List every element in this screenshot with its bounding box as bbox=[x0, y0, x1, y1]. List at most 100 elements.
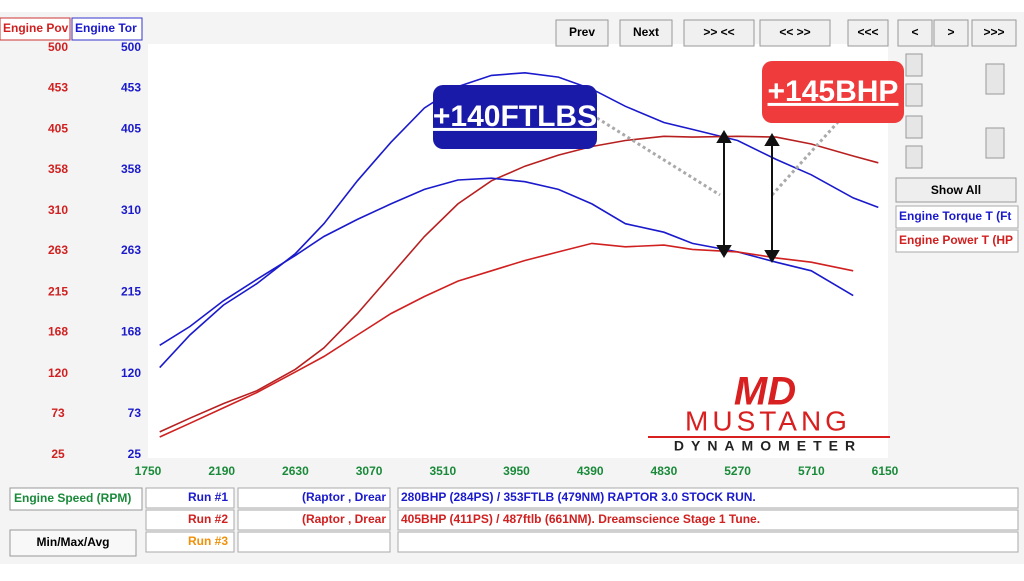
run-cell bbox=[237, 531, 391, 553]
button[interactable] bbox=[759, 19, 831, 47]
button-label[interactable]: < bbox=[911, 25, 918, 39]
x-tick-label: 3950 bbox=[503, 464, 530, 478]
y-tick-label: 500 bbox=[48, 40, 68, 54]
callout-line bbox=[770, 120, 840, 197]
data-line bbox=[159, 135, 879, 433]
run-cell bbox=[397, 531, 1019, 553]
legend-box bbox=[895, 229, 1019, 253]
power-tab[interactable]: Engine Pov bbox=[3, 21, 69, 35]
button-label[interactable]: >> << bbox=[703, 25, 734, 39]
button-label[interactable]: Next bbox=[633, 25, 659, 39]
x-tick-label: 4390 bbox=[577, 464, 604, 478]
button-label[interactable]: Prev bbox=[569, 25, 595, 39]
y-tick-label: 453 bbox=[48, 80, 68, 94]
legend-entry: Engine Torque T (Ft bbox=[899, 209, 1011, 223]
x-tick-label: 3510 bbox=[429, 464, 456, 478]
y2-tick-label: 310 bbox=[121, 203, 141, 217]
y2-tick-label: 168 bbox=[121, 325, 141, 339]
y2-tick-label: 500 bbox=[121, 40, 141, 54]
x-tick-label: 5270 bbox=[724, 464, 751, 478]
x-tick-label: 4830 bbox=[651, 464, 678, 478]
y-tick-label: 120 bbox=[48, 366, 68, 380]
torque-gain: +140FTLBS bbox=[433, 100, 597, 133]
torque-tab[interactable]: Engine Tor bbox=[75, 21, 137, 35]
run-name: Run #1 bbox=[188, 490, 228, 504]
run-cell bbox=[397, 509, 1019, 531]
annotation-box bbox=[433, 85, 597, 149]
button-label[interactable]: << >> bbox=[779, 25, 810, 39]
y-tick-label: 263 bbox=[48, 243, 68, 257]
x-tick-label: 1750 bbox=[135, 464, 162, 478]
arrows bbox=[716, 130, 780, 263]
y2-tick-label: 120 bbox=[121, 366, 141, 380]
x-tick-label: 2190 bbox=[208, 464, 235, 478]
y2-tick-label: 263 bbox=[121, 243, 141, 257]
y-tick-label: 310 bbox=[48, 203, 68, 217]
run-vehicle: (Raptor , Drear bbox=[302, 490, 386, 504]
run-vehicle: (Raptor , Drear bbox=[302, 512, 386, 526]
y-tick-label: 73 bbox=[51, 406, 65, 420]
y-tick-label: 405 bbox=[48, 122, 68, 136]
y2-tick-label: 73 bbox=[128, 406, 142, 420]
run-cell bbox=[145, 531, 235, 553]
button[interactable] bbox=[985, 63, 1005, 95]
scroll-buttons bbox=[905, 53, 1005, 169]
logo-mark: MD bbox=[734, 370, 796, 414]
y2-tick-label: 358 bbox=[121, 162, 141, 176]
button[interactable] bbox=[971, 19, 1017, 47]
tab[interactable] bbox=[0, 17, 71, 41]
tab[interactable] bbox=[71, 17, 143, 41]
x-tick-label: 3070 bbox=[356, 464, 383, 478]
button[interactable] bbox=[985, 127, 1005, 159]
logo-name: MUSTANG bbox=[685, 405, 851, 436]
y2-tick-label: 215 bbox=[121, 284, 141, 298]
x-tick-label: 5710 bbox=[798, 464, 825, 478]
button-label[interactable]: > bbox=[947, 25, 954, 39]
y-tick-label: 25 bbox=[51, 447, 65, 461]
y2-tick-label: 453 bbox=[121, 80, 141, 94]
y-tick-label: 168 bbox=[48, 325, 68, 339]
button[interactable] bbox=[933, 19, 969, 47]
run-name: Run #2 bbox=[188, 512, 228, 526]
button[interactable] bbox=[9, 529, 137, 557]
button[interactable] bbox=[683, 19, 755, 47]
y2-tick-label: 405 bbox=[121, 122, 141, 136]
run-note: 405BHP (411PS) / 487ftlb (661NM). Dreams… bbox=[401, 512, 760, 526]
logo-tagline: DYNAMOMETER bbox=[674, 438, 862, 454]
button[interactable] bbox=[897, 19, 933, 47]
button[interactable] bbox=[905, 83, 923, 107]
button-label[interactable]: <<< bbox=[857, 25, 878, 39]
run-name: Run #3 bbox=[188, 534, 228, 548]
annotation-box bbox=[762, 61, 904, 123]
show-all[interactable]: Show All bbox=[931, 183, 981, 197]
legend-box bbox=[895, 205, 1019, 229]
run-cell bbox=[397, 487, 1019, 509]
run-cell bbox=[145, 509, 235, 531]
footer: Engine Speed (RPM) Min/Max/Avg Run #1 (Ra… bbox=[9, 487, 1019, 557]
min-max-button[interactable]: Min/Max/Avg bbox=[37, 535, 110, 549]
run-cell bbox=[237, 509, 391, 531]
button[interactable] bbox=[619, 19, 673, 47]
x-tick-label: 6150 bbox=[872, 464, 899, 478]
x-tick-label: 2630 bbox=[282, 464, 309, 478]
data-line bbox=[159, 71, 879, 369]
button[interactable] bbox=[895, 177, 1017, 203]
run-cell bbox=[145, 487, 235, 509]
callout-line bbox=[596, 116, 721, 197]
button[interactable] bbox=[905, 115, 923, 139]
run-cell bbox=[237, 487, 391, 509]
y-tick-label: 358 bbox=[48, 162, 68, 176]
button-label[interactable]: >>> bbox=[983, 25, 1004, 39]
run-note: 280BHP (284PS) / 353FTLB (479NM) RAPTOR … bbox=[401, 490, 756, 504]
button[interactable] bbox=[847, 19, 889, 47]
x-axis-label: Engine Speed (RPM) bbox=[14, 491, 131, 505]
power-gain: +145BHP bbox=[768, 75, 899, 108]
y2-tick-label: 25 bbox=[128, 447, 142, 461]
x-label-box bbox=[9, 487, 143, 511]
legend-entry: Engine Power T (HP bbox=[899, 233, 1013, 247]
button[interactable] bbox=[905, 145, 923, 169]
button[interactable] bbox=[905, 53, 923, 77]
button[interactable] bbox=[555, 19, 609, 47]
